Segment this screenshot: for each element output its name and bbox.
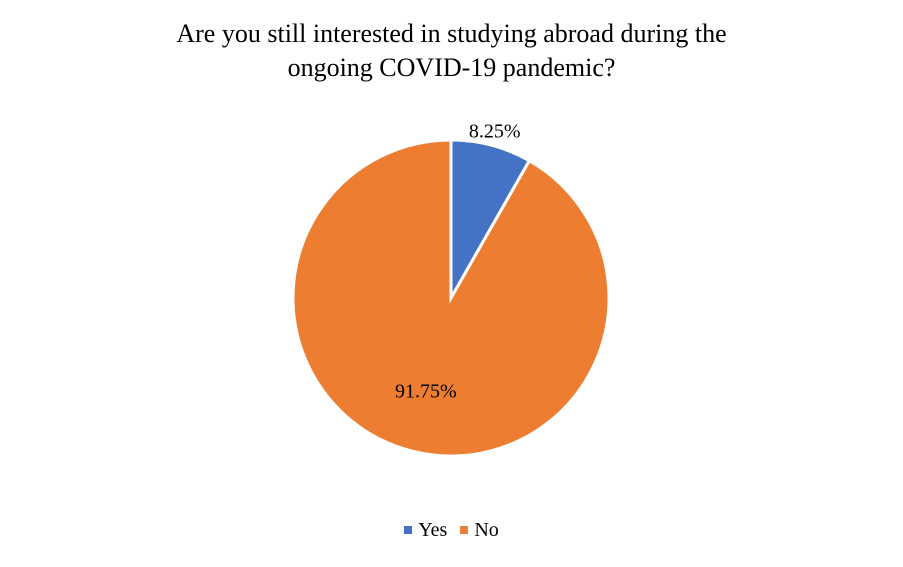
chart-title-line-2: ongoing COVID-19 pandemic? (287, 53, 616, 82)
legend-label-yes: Yes (418, 519, 448, 541)
chart-legend: Yes No (0, 517, 903, 543)
data-label-yes: 8.25% (469, 121, 521, 143)
legend-swatch-no (460, 526, 469, 534)
chart-title-line-1: Are you still interested in studying abr… (176, 19, 727, 48)
legend-item-no: No (460, 517, 499, 543)
legend-label-no: No (474, 519, 499, 541)
chart-title: Are you still interested in studying abr… (120, 17, 783, 85)
legend-swatch-yes (404, 526, 413, 534)
pie-data-labels: 8.25% 91.75% (395, 121, 521, 403)
pie-slices (291, 138, 611, 458)
pie-slice-no (291, 138, 611, 458)
legend-item-yes: Yes (404, 517, 447, 543)
data-label-no: 91.75% (395, 380, 457, 402)
